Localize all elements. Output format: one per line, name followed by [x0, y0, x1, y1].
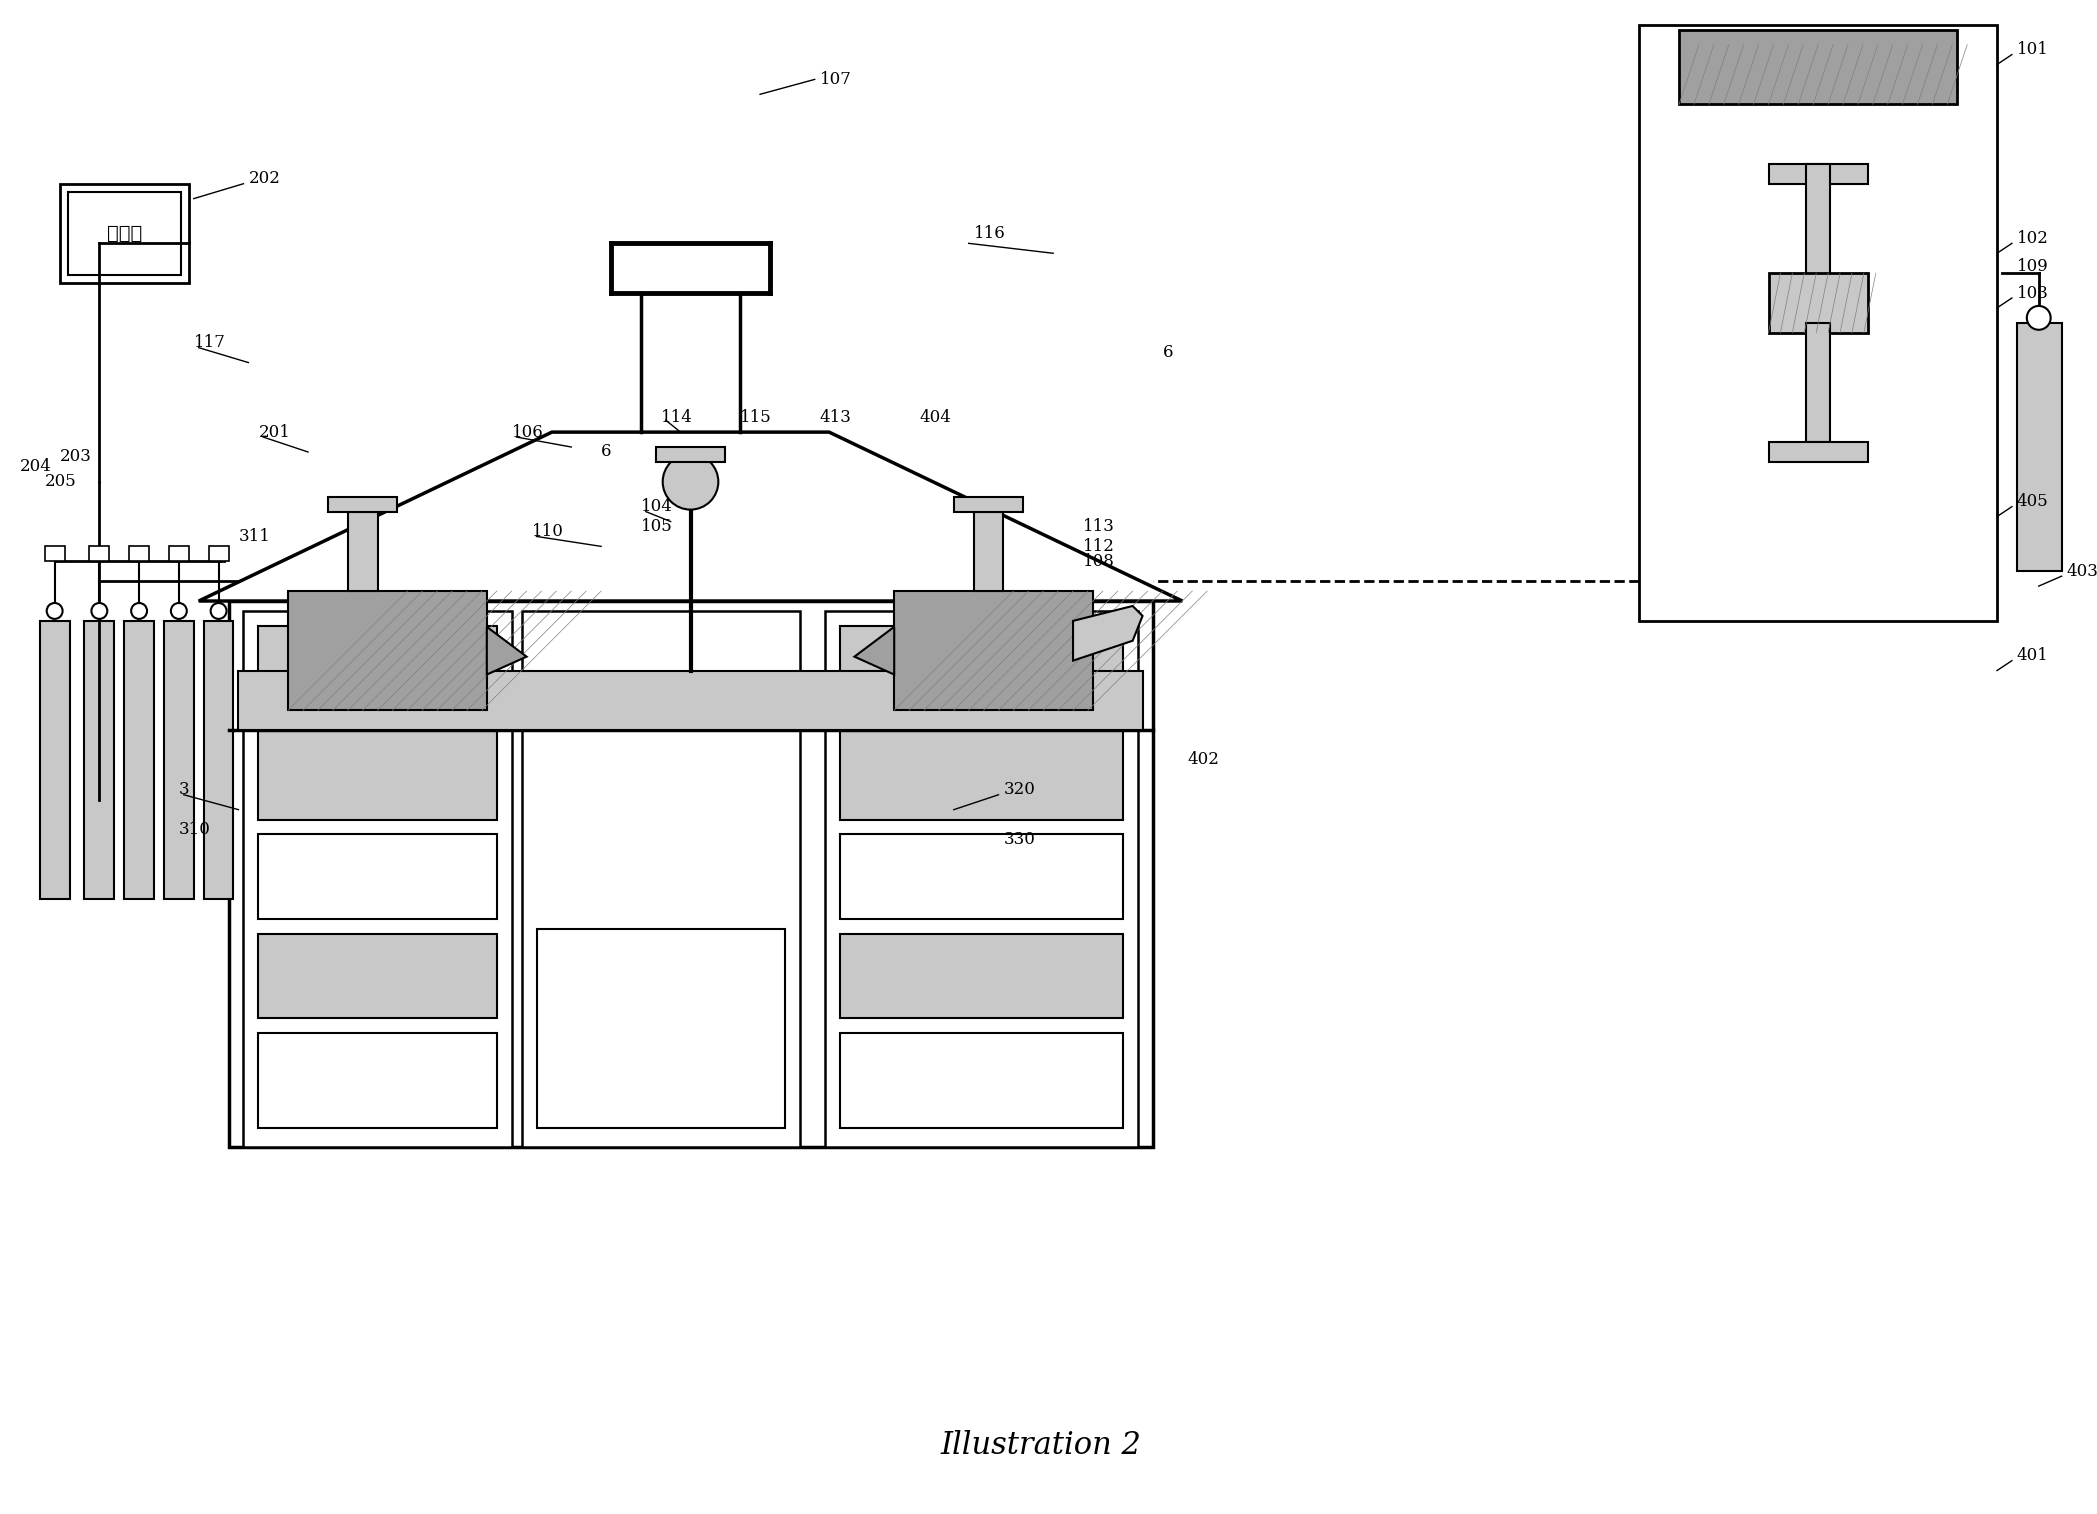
Text: 101: 101 — [2017, 41, 2049, 58]
Bar — [124, 621, 153, 899]
Bar — [348, 512, 377, 590]
Bar — [839, 730, 1122, 819]
Text: 115: 115 — [740, 409, 772, 425]
Text: 330: 330 — [1004, 831, 1036, 848]
Text: 402: 402 — [1187, 751, 1218, 769]
Text: 112: 112 — [1082, 537, 1116, 554]
Bar — [839, 1033, 1122, 1128]
Bar — [656, 447, 726, 462]
Text: 310: 310 — [178, 821, 210, 839]
Bar — [2017, 322, 2061, 571]
Text: 201: 201 — [258, 424, 289, 441]
Circle shape — [170, 603, 187, 619]
Text: 405: 405 — [2017, 494, 2049, 510]
Polygon shape — [1074, 606, 1143, 660]
Bar — [258, 834, 497, 919]
Text: 储料仓: 储料仓 — [107, 224, 143, 242]
Text: Illustration 2: Illustration 2 — [942, 1431, 1141, 1461]
Text: 403: 403 — [2066, 563, 2097, 580]
Bar — [824, 612, 1137, 1148]
Bar — [893, 590, 1093, 710]
Text: 204: 204 — [19, 459, 52, 475]
Bar — [258, 1033, 497, 1128]
Polygon shape — [853, 627, 893, 675]
Bar — [1640, 24, 1996, 621]
Text: 102: 102 — [2017, 230, 2049, 247]
Circle shape — [132, 603, 147, 619]
Text: 401: 401 — [2017, 646, 2049, 665]
Bar — [1806, 164, 1831, 283]
Polygon shape — [487, 627, 526, 675]
Text: 205: 205 — [44, 474, 75, 491]
Circle shape — [2028, 306, 2051, 330]
Text: 6: 6 — [1162, 344, 1172, 362]
Text: 107: 107 — [820, 71, 851, 88]
Bar — [44, 547, 65, 562]
Bar — [973, 512, 1004, 590]
Text: 413: 413 — [820, 409, 851, 425]
Bar — [258, 730, 497, 819]
Text: 103: 103 — [2017, 285, 2049, 301]
Bar — [1768, 442, 1868, 462]
Bar — [90, 547, 109, 562]
Text: 104: 104 — [642, 498, 673, 515]
Polygon shape — [199, 431, 1183, 601]
Bar — [243, 612, 512, 1148]
Circle shape — [92, 603, 107, 619]
Text: 203: 203 — [59, 448, 92, 465]
Bar — [1768, 273, 1868, 333]
Bar — [1806, 322, 1831, 442]
Bar — [208, 547, 229, 562]
Circle shape — [46, 603, 63, 619]
Bar — [839, 834, 1122, 919]
Bar — [522, 612, 799, 1148]
Bar — [84, 621, 113, 899]
Bar — [287, 590, 487, 710]
Bar — [67, 192, 180, 276]
Bar — [1768, 164, 1868, 183]
Text: 311: 311 — [239, 528, 271, 545]
Text: 113: 113 — [1082, 518, 1116, 534]
Text: 106: 106 — [512, 424, 543, 441]
Bar — [170, 547, 189, 562]
Bar — [839, 625, 1122, 715]
Text: 6: 6 — [602, 444, 612, 460]
Text: 202: 202 — [247, 170, 281, 188]
Circle shape — [663, 454, 719, 510]
Bar — [1680, 30, 1957, 104]
Text: 108: 108 — [1082, 553, 1116, 569]
Text: 320: 320 — [1004, 781, 1036, 798]
Text: 116: 116 — [973, 226, 1004, 242]
Text: 3: 3 — [178, 781, 189, 798]
Circle shape — [210, 603, 226, 619]
Bar — [164, 621, 193, 899]
Text: 109: 109 — [2017, 257, 2049, 274]
Bar — [954, 497, 1023, 512]
Bar — [839, 934, 1122, 1019]
Bar — [203, 621, 233, 899]
Bar — [239, 671, 1143, 730]
Bar — [258, 625, 497, 715]
Text: 117: 117 — [193, 335, 226, 351]
Bar — [229, 601, 1153, 1148]
Bar — [59, 183, 189, 283]
Text: 110: 110 — [531, 522, 564, 540]
Bar — [537, 930, 784, 1128]
Bar — [130, 547, 149, 562]
Bar — [258, 934, 497, 1019]
Bar — [40, 621, 69, 899]
Text: 114: 114 — [661, 409, 692, 425]
Text: 105: 105 — [642, 518, 673, 534]
Bar — [327, 497, 398, 512]
Text: 404: 404 — [918, 409, 950, 425]
